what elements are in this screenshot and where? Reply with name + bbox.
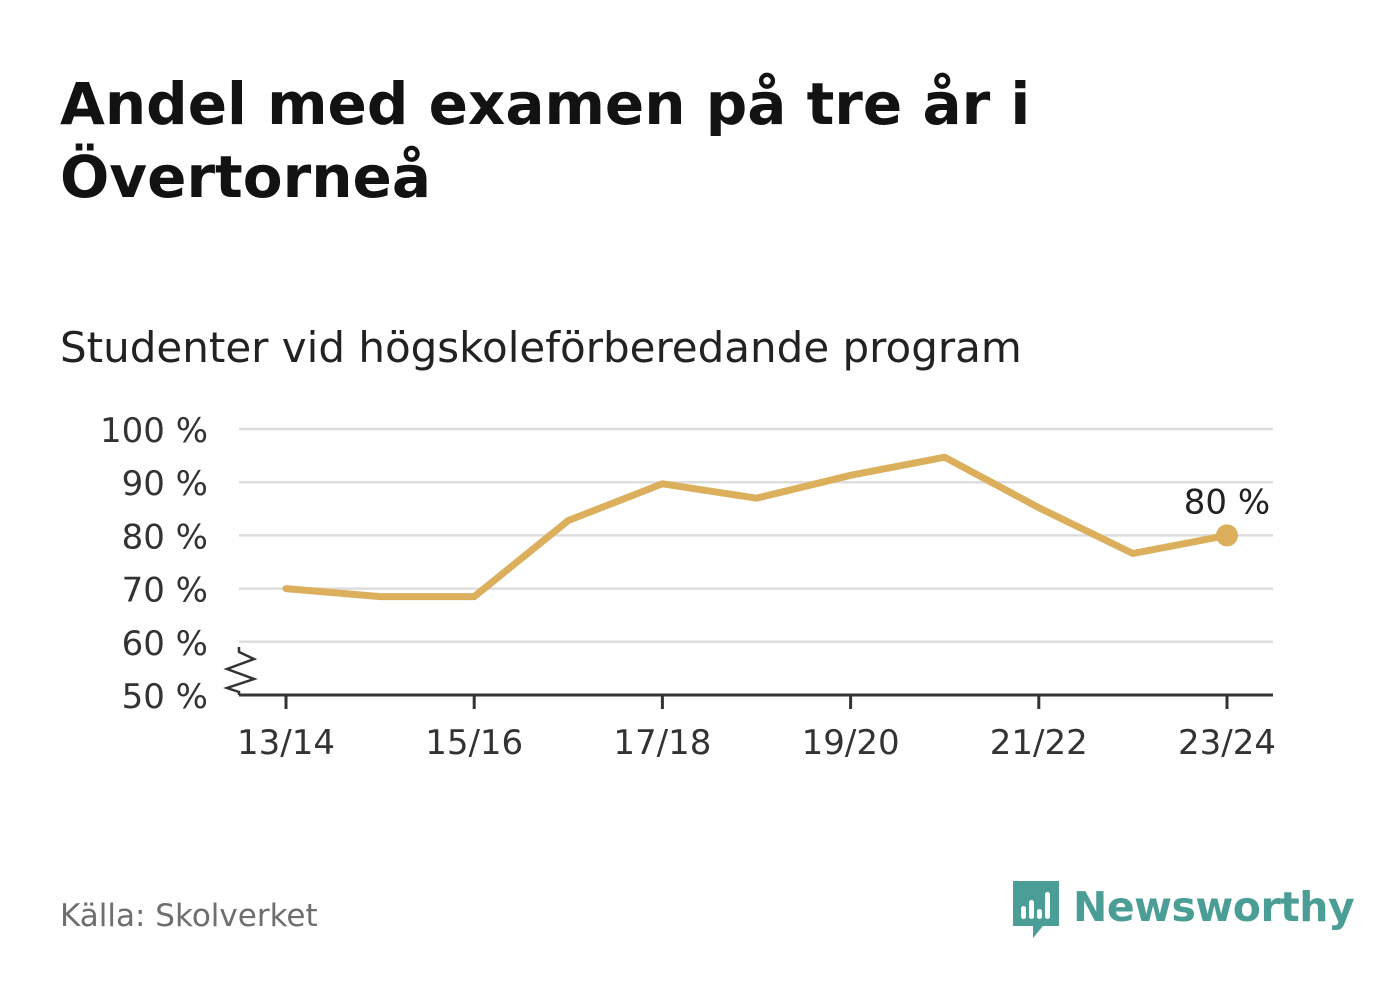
x-tick-label: 19/20 [802, 723, 900, 763]
end-point-marker [1216, 524, 1238, 547]
source-note: Källa: Skolverket [60, 898, 318, 934]
y-tick-label: 100 % [100, 411, 208, 451]
brand-name: Newsworthy [1073, 883, 1355, 931]
line-chart: 50 % 60 % 70 % 80 % 90 % 100 % 13/14 15/16 17/18… [100, 411, 1276, 763]
x-tick-label: 21/22 [990, 723, 1088, 763]
chart-subtitle: Studenter vid högskoleförberedande progr… [60, 323, 1022, 372]
y-tick-label: 90 % [122, 464, 208, 504]
x-tick-label: 15/16 [425, 723, 523, 763]
x-tick-label: 17/18 [613, 723, 711, 763]
chart-title: Andel med examen på tre år i Övertorneå [60, 70, 1031, 211]
newsworthy-logo: Newsworthy [1011, 876, 1355, 938]
end-value-label: 80 % [1184, 482, 1270, 522]
x-tick-label: 23/24 [1178, 723, 1276, 763]
y-tick-label: 50 % [122, 677, 208, 717]
y-tick-label: 60 % [122, 624, 208, 664]
y-tick-label: 80 % [122, 517, 208, 557]
y-tick-label: 70 % [122, 571, 208, 611]
series-line [282, 453, 1231, 601]
axis-break-mark [223, 647, 258, 695]
bar-chart-icon [1013, 881, 1059, 938]
x-tick-label: 13/14 [237, 723, 335, 763]
